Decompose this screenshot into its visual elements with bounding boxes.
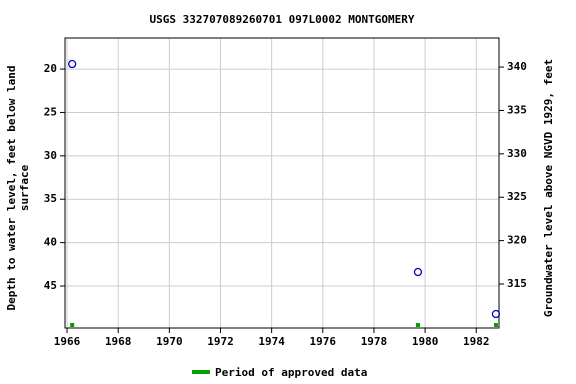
x-tick-label: 1970 [156, 335, 183, 348]
y2-axis-label: Groundwater level above NGVD 1929, feet [542, 59, 555, 317]
x-tick-label: 1968 [105, 335, 132, 348]
x-tick-label: 1966 [54, 335, 81, 348]
approved-period [493, 323, 498, 327]
x-tick-label: 1974 [258, 335, 285, 348]
x-tick-label: 1972 [207, 335, 234, 348]
chart-title: USGS 332707089260701 097L0002 MONTGOMERY [150, 13, 415, 26]
x-tick-label: 1980 [412, 335, 439, 348]
y2-tick-label: 340 [507, 60, 527, 73]
x-tick-label: 1978 [361, 335, 388, 348]
y2-tick-label: 325 [507, 190, 527, 203]
y-tick-label: 30 [44, 149, 57, 162]
approved-period [415, 323, 420, 327]
y-axis-label: Depth to water level, feet below land [5, 65, 18, 310]
data-point [413, 267, 423, 277]
y2-tick-label: 320 [507, 234, 527, 247]
y2-tick-label: 330 [507, 147, 527, 160]
approved-period [70, 323, 75, 327]
plot-frame [64, 37, 500, 329]
y-tick-label: 40 [44, 236, 57, 249]
y-tick-label: 20 [44, 62, 57, 75]
y-tick-label: 25 [44, 105, 57, 118]
x-tick-label: 1976 [310, 335, 337, 348]
x-tick-label: 1982 [463, 335, 490, 348]
data-point [68, 59, 77, 69]
legend-label: Period of approved data [215, 366, 367, 379]
y-tick-label: 35 [44, 192, 57, 205]
y-tick-label: 45 [44, 279, 57, 292]
y2-tick-label: 335 [507, 103, 527, 116]
y2-tick-label: 315 [507, 277, 527, 290]
y-axis-label: surface [18, 164, 31, 211]
data-point [491, 309, 501, 319]
